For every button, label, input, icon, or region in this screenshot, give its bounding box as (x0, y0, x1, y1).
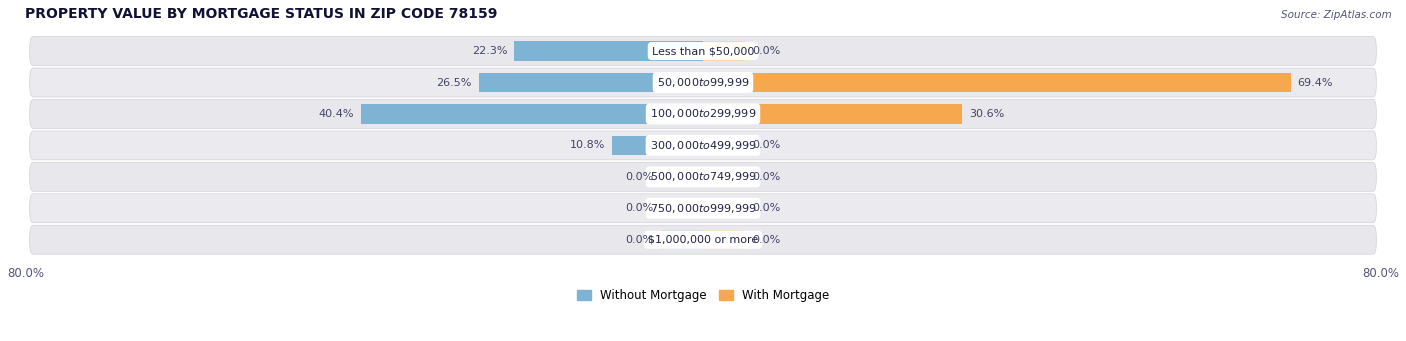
FancyBboxPatch shape (30, 225, 1376, 254)
Text: PROPERTY VALUE BY MORTGAGE STATUS IN ZIP CODE 78159: PROPERTY VALUE BY MORTGAGE STATUS IN ZIP… (25, 7, 498, 21)
Legend: Without Mortgage, With Mortgage: Without Mortgage, With Mortgage (572, 285, 834, 307)
Bar (515, 41, 703, 61)
FancyBboxPatch shape (30, 131, 1376, 160)
Bar (703, 73, 1291, 92)
Bar (661, 230, 703, 250)
FancyBboxPatch shape (30, 100, 1376, 129)
Text: $500,000 to $749,999: $500,000 to $749,999 (650, 170, 756, 183)
Text: 0.0%: 0.0% (752, 172, 780, 182)
Text: Less than $50,000: Less than $50,000 (652, 46, 754, 56)
Text: 69.4%: 69.4% (1298, 77, 1333, 88)
Text: 0.0%: 0.0% (752, 235, 780, 245)
FancyBboxPatch shape (30, 194, 1376, 223)
Text: $50,000 to $99,999: $50,000 to $99,999 (657, 76, 749, 89)
Bar (661, 167, 703, 187)
FancyBboxPatch shape (30, 68, 1376, 97)
Text: $1,000,000 or more: $1,000,000 or more (648, 235, 758, 245)
FancyBboxPatch shape (30, 162, 1376, 191)
Text: 0.0%: 0.0% (752, 140, 780, 150)
Bar (612, 136, 703, 155)
Text: Source: ZipAtlas.com: Source: ZipAtlas.com (1281, 10, 1392, 20)
Bar (703, 167, 745, 187)
Text: 26.5%: 26.5% (436, 77, 472, 88)
Text: 0.0%: 0.0% (752, 46, 780, 56)
Bar (478, 73, 703, 92)
Text: $100,000 to $299,999: $100,000 to $299,999 (650, 107, 756, 120)
FancyBboxPatch shape (30, 36, 1376, 65)
Bar (661, 198, 703, 218)
Bar (361, 104, 703, 124)
Text: $750,000 to $999,999: $750,000 to $999,999 (650, 202, 756, 215)
Bar (703, 230, 745, 250)
Bar (703, 198, 745, 218)
Text: 40.4%: 40.4% (319, 109, 354, 119)
Text: $300,000 to $499,999: $300,000 to $499,999 (650, 139, 756, 152)
Bar (703, 104, 962, 124)
Text: 0.0%: 0.0% (626, 203, 654, 213)
Text: 10.8%: 10.8% (569, 140, 605, 150)
Bar (703, 136, 745, 155)
Bar (703, 41, 745, 61)
Text: 22.3%: 22.3% (472, 46, 508, 56)
Text: 0.0%: 0.0% (626, 235, 654, 245)
Text: 30.6%: 30.6% (969, 109, 1004, 119)
Text: 0.0%: 0.0% (626, 172, 654, 182)
Text: 0.0%: 0.0% (752, 203, 780, 213)
